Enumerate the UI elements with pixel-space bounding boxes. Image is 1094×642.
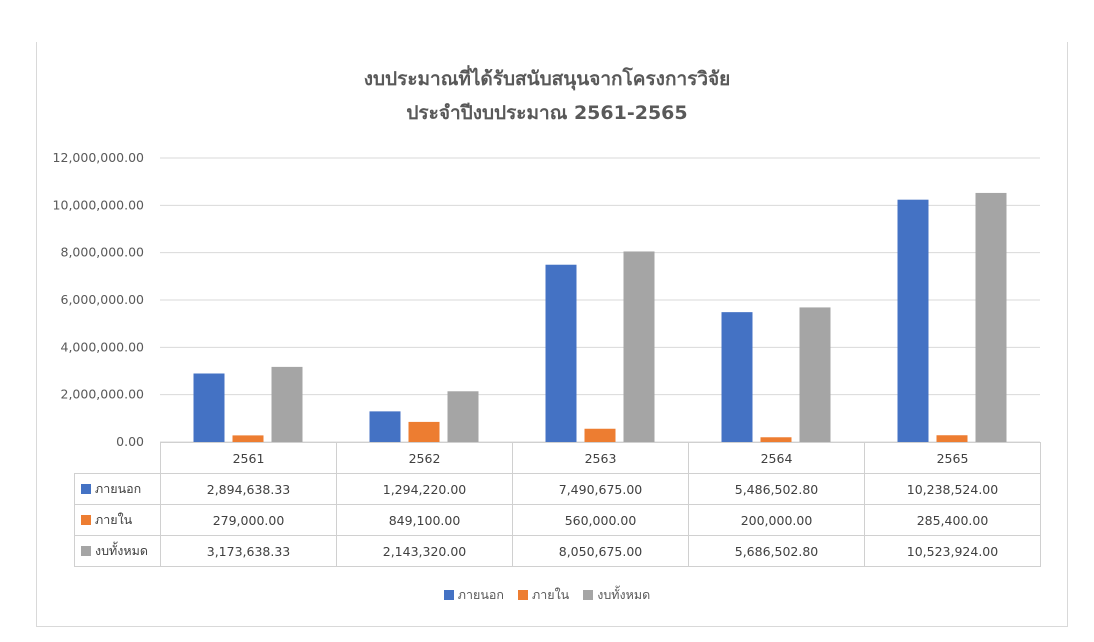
data-table-series-name: งบทั้งหมด (74, 535, 161, 567)
data-label: 10,523,924.00 (864, 535, 1041, 567)
data-label: 1,294,220.00 (336, 473, 513, 505)
data-label: 5,686,502.80 (688, 535, 865, 567)
bar (897, 199, 929, 442)
legend-item: ภายใน (518, 587, 569, 602)
data-label: 285,400.00 (864, 504, 1041, 536)
bars (193, 192, 1007, 442)
chart-title: งบประมาณที่ได้รับสนับสนุนจากโครงการวิจัย… (0, 62, 1094, 130)
data-label: 849,100.00 (336, 504, 513, 536)
legend-item: ภายนอก (443, 587, 504, 602)
data-label: 2,894,638.33 (160, 473, 337, 505)
data-label: 3,173,638.33 (160, 535, 337, 567)
x-tick-label: 2562 (336, 442, 513, 474)
chart-title-line-2: ประจำปีงบประมาณ 2561-2565 (406, 102, 688, 124)
legend-label: ภายใน (532, 587, 570, 602)
data-table-series-name: ภายนอก (74, 473, 161, 505)
y-tick-label: 8,000,000.00 (61, 245, 145, 260)
data-table: 2561 2562 2563 2564 2565 ภายนอก 2,894,638.33 1,… (74, 442, 1041, 567)
bar (975, 192, 1007, 442)
series-key (81, 484, 91, 494)
y-tick-label: 10,000,000.00 (53, 197, 144, 212)
bar (545, 264, 577, 442)
data-label: 279,000.00 (160, 504, 337, 536)
series-key (81, 546, 91, 556)
data-label: 2,143,320.00 (336, 535, 513, 567)
data-table-header-row: 2561 2562 2563 2564 2565 (74, 442, 1041, 474)
data-label: 5,486,502.80 (688, 473, 865, 505)
data-table-row: ภายนอก 2,894,638.33 1,294,220.00 7,490,675.… (74, 473, 1041, 505)
bar (721, 312, 753, 442)
data-table-corner (74, 442, 161, 474)
bar (408, 421, 440, 442)
x-tick-label: 2563 (512, 442, 689, 474)
data-label: 7,490,675.00 (512, 473, 689, 505)
data-label: 10,238,524.00 (864, 473, 1041, 505)
bar (271, 366, 303, 442)
bar (584, 428, 616, 442)
y-axis: 0.002,000,000.004,000,000.006,000,000.00… (53, 150, 144, 449)
bar (799, 307, 831, 442)
legend-swatch (518, 590, 528, 600)
legend-swatch (583, 590, 594, 600)
bar (623, 251, 655, 442)
data-label: 560,000.00 (512, 504, 689, 536)
chart-frame (36, 42, 1068, 627)
legend: ภายนอก ภายใน งบทั้งหมด (0, 585, 1094, 605)
legend-swatch (443, 590, 454, 600)
x-tick-label: 2561 (160, 442, 337, 474)
legend-label: งบทั้งหมด (597, 587, 651, 602)
y-tick-label: 12,000,000.00 (53, 150, 144, 165)
data-label: 200,000.00 (688, 504, 865, 536)
chart-title-line-1: งบประมาณที่ได้รับสนับสนุนจากโครงการวิจัย (363, 68, 731, 90)
legend-item: งบทั้งหมด (583, 587, 650, 602)
legend-label: ภายนอก (457, 587, 504, 602)
bar (369, 411, 401, 442)
y-tick-label: 2,000,000.00 (61, 387, 145, 402)
y-tick-label: 6,000,000.00 (61, 292, 145, 307)
bar (232, 435, 264, 442)
bar (447, 391, 479, 442)
bar (936, 435, 968, 442)
data-label: 8,050,675.00 (512, 535, 689, 567)
data-table-row: งบทั้งหมด 3,173,638.33 2,143,320.00 8,050,6… (74, 535, 1041, 567)
x-tick-label: 2564 (688, 442, 865, 474)
bar (193, 373, 225, 442)
x-tick-label: 2565 (864, 442, 1041, 474)
y-tick-label: 4,000,000.00 (61, 339, 145, 354)
data-table-series-name: ภายใน (74, 504, 161, 536)
bar (760, 437, 792, 442)
data-table-row: ภายใน 279,000.00 849,100.00 560,000.00 200,0… (74, 504, 1041, 536)
series-key (81, 515, 91, 525)
